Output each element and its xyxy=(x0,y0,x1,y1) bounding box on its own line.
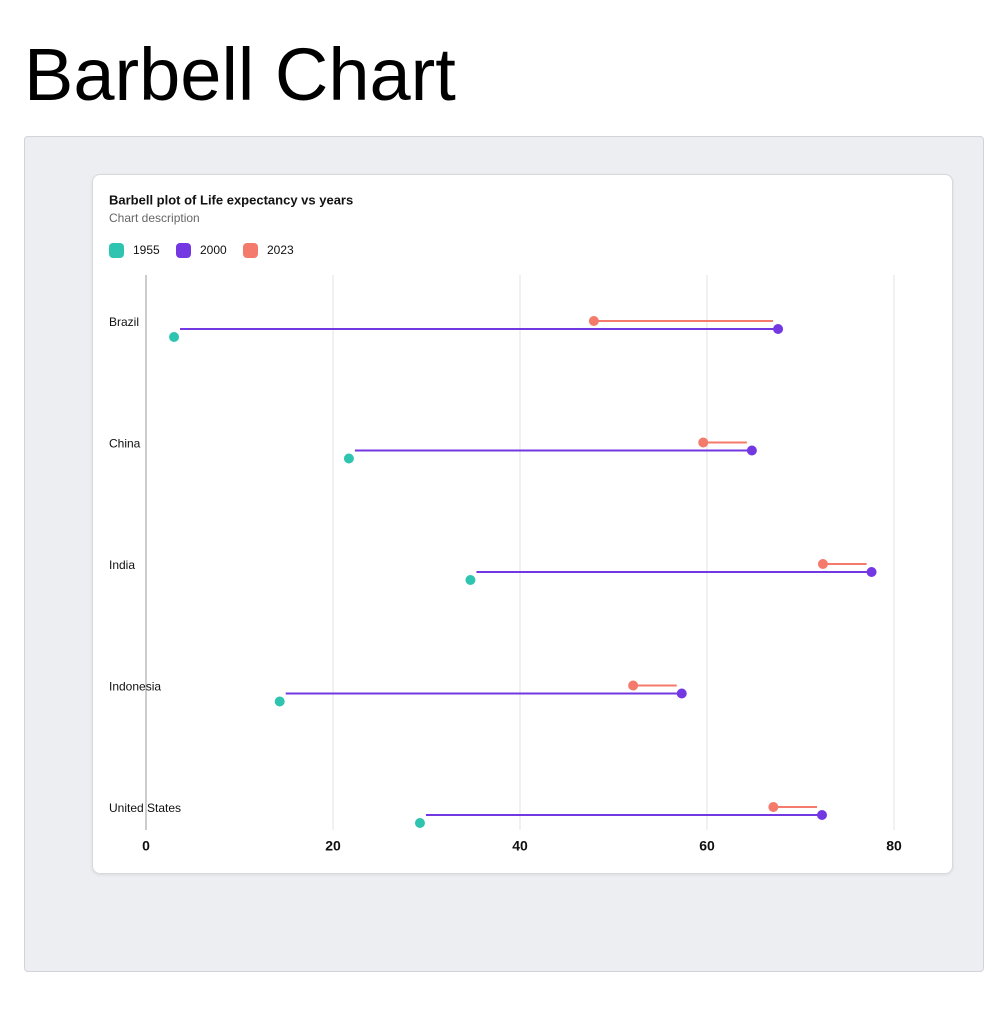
dot xyxy=(465,575,476,585)
dot xyxy=(414,818,425,828)
x-tick-label: 60 xyxy=(699,838,715,854)
legend-label: 2023 xyxy=(267,243,294,257)
legend-swatch xyxy=(243,243,258,258)
x-tick-label: 20 xyxy=(325,838,341,854)
legend-swatch xyxy=(176,243,191,258)
dot xyxy=(588,316,599,326)
dot xyxy=(628,680,639,691)
x-tick-label: 80 xyxy=(886,838,902,854)
chart-subtitle: Chart description xyxy=(109,211,200,225)
dot xyxy=(698,437,709,448)
y-tick-label: Indonesia xyxy=(109,680,161,694)
legend-label: 2000 xyxy=(200,243,227,257)
dot xyxy=(169,332,180,342)
dot xyxy=(274,696,285,707)
dot xyxy=(768,802,779,812)
dot xyxy=(343,453,354,464)
chart-title: Barbell plot of Life expectancy vs years xyxy=(109,192,353,207)
y-tick-label: India xyxy=(109,558,135,572)
dot xyxy=(817,559,828,569)
x-tick-label: 0 xyxy=(142,838,150,854)
chart-card xyxy=(92,174,953,874)
legend-label: 1955 xyxy=(133,243,160,257)
x-tick-label: 40 xyxy=(512,838,528,854)
y-tick-label: China xyxy=(109,437,141,451)
dot xyxy=(866,567,877,577)
dot xyxy=(746,445,757,456)
page-title: Barbell Chart xyxy=(24,33,456,116)
dot xyxy=(773,324,784,334)
y-tick-label: United States xyxy=(109,801,181,815)
dot xyxy=(817,810,828,820)
dot xyxy=(676,688,687,699)
legend-swatch xyxy=(109,243,124,258)
y-tick-label: Brazil xyxy=(109,315,139,329)
